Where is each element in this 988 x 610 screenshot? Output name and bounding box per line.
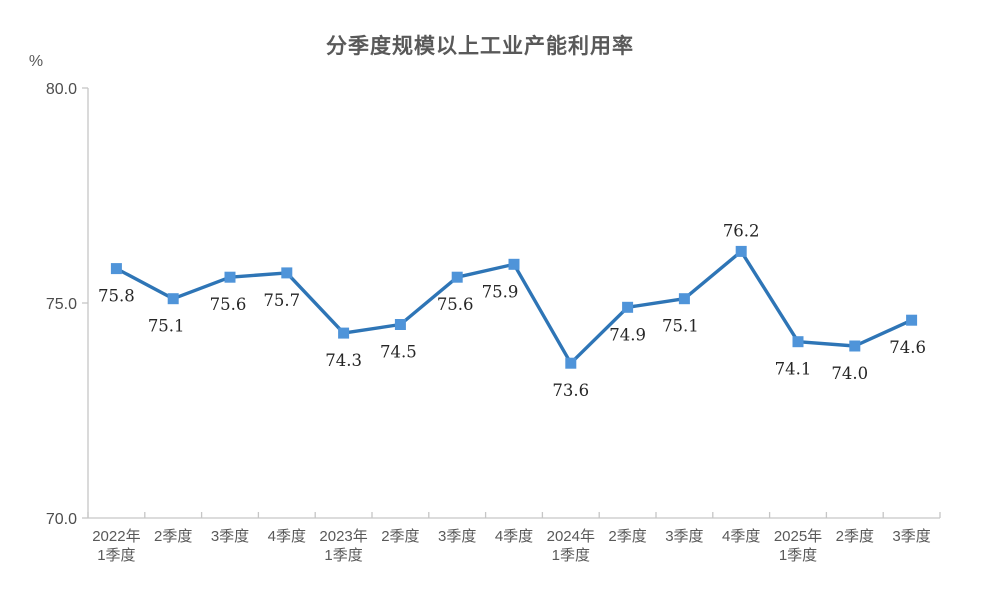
x-axis-tick-label: 3季度 — [211, 528, 249, 545]
data-point-label: 76.2 — [723, 221, 760, 240]
data-point-label: 74.0 — [831, 364, 868, 383]
data-point-label: 75.6 — [210, 295, 247, 314]
x-axis-tick-label: 2季度 — [836, 528, 874, 545]
x-axis-tick-label: 2023年 — [319, 528, 367, 545]
data-point-marker — [792, 336, 804, 348]
x-axis-tick-label: 2季度 — [608, 528, 646, 545]
data-point-label: 74.9 — [609, 325, 646, 344]
data-point-label: 73.6 — [552, 381, 589, 400]
data-point-label: 75.1 — [662, 317, 699, 336]
x-axis-tick-label: 2022年 — [92, 528, 140, 545]
chart-title: 分季度规模以上工业产能利用率 — [326, 35, 634, 58]
data-point-marker — [622, 301, 634, 313]
x-axis-tick-label: 3季度 — [665, 528, 703, 545]
x-axis-tick-label: 2季度 — [154, 528, 192, 545]
data-point-marker — [167, 293, 179, 305]
data-point-label: 75.9 — [482, 282, 519, 301]
data-point-marker — [565, 357, 577, 369]
data-point-marker — [849, 340, 861, 352]
x-axis-tick-label: 1季度 — [779, 547, 817, 564]
x-axis-tick-label: 2季度 — [381, 528, 419, 545]
y-axis-unit-label: % — [29, 53, 43, 70]
data-point-label: 74.6 — [889, 338, 926, 357]
data-point-label: 75.8 — [98, 287, 135, 306]
x-axis-tick-label: 1季度 — [97, 547, 135, 564]
data-point-marker — [735, 245, 747, 257]
x-axis-tick-label: 4季度 — [268, 528, 306, 545]
x-axis-tick-label: 4季度 — [495, 528, 533, 545]
x-axis-tick-label: 2024年 — [547, 528, 595, 545]
x-axis-tick-label: 2025年 — [774, 528, 822, 545]
data-point-label: 75.7 — [263, 291, 300, 310]
data-point-marker — [281, 267, 293, 279]
y-axis-tick-label: 75.0 — [46, 296, 77, 313]
y-axis-tick-label: 80.0 — [46, 81, 77, 98]
x-axis-tick-label: 1季度 — [552, 547, 590, 564]
data-point-marker — [508, 258, 520, 270]
x-axis-tick-label: 1季度 — [324, 547, 362, 564]
data-point-marker — [451, 271, 463, 283]
data-point-label: 75.1 — [148, 317, 185, 336]
x-axis-tick-label: 4季度 — [722, 528, 760, 545]
data-point-label: 74.5 — [380, 343, 417, 362]
data-point-label: 74.3 — [325, 351, 362, 370]
data-point-label: 75.6 — [437, 295, 474, 314]
data-point-label: 74.1 — [775, 360, 812, 379]
data-point-marker — [224, 271, 236, 283]
y-axis-tick-label: 70.0 — [46, 511, 77, 528]
x-axis-tick-label: 3季度 — [438, 528, 476, 545]
data-point-marker — [678, 293, 690, 305]
data-point-marker — [110, 263, 122, 275]
data-point-marker — [338, 327, 350, 339]
x-axis-tick-label: 3季度 — [892, 528, 930, 545]
data-point-marker — [906, 314, 918, 326]
data-point-marker — [394, 319, 406, 330]
